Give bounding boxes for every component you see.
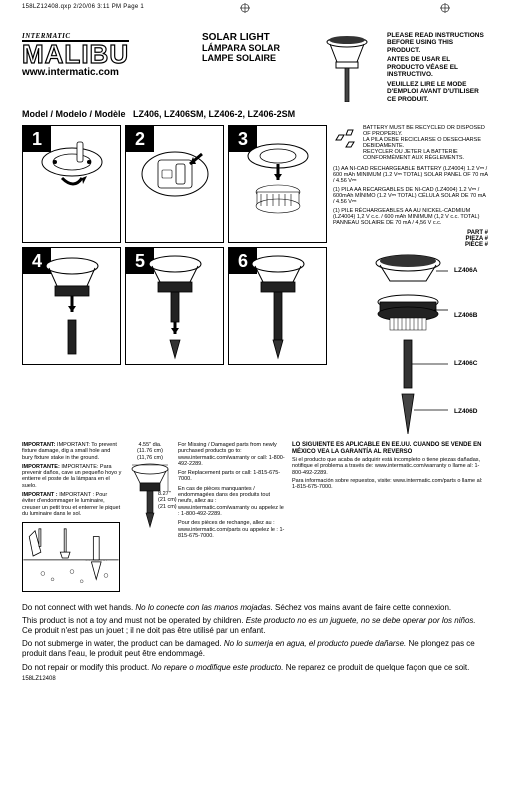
mx-title: LO SIGUIENTE ES APLICABLE EN EE.UU. CUAN… bbox=[292, 442, 488, 455]
warn-water: Do not submerge in water, the product ca… bbox=[22, 639, 488, 658]
recycle-icon bbox=[333, 125, 359, 151]
model-label: Model / Modelo / Modèle bbox=[22, 109, 126, 119]
part-label: LZ406C bbox=[454, 360, 488, 367]
parts-header: PART # PIEZA # PIÈCE # bbox=[333, 230, 488, 248]
step-art-icon bbox=[229, 126, 326, 242]
right-column: BATTERY MUST BE RECYCLED OR DISPOSED OF … bbox=[333, 125, 488, 436]
part-row: LZ406B bbox=[333, 292, 488, 340]
battery-es: (1) PILA AA RECARGABLES DE NI-CAD (LZ400… bbox=[333, 187, 488, 205]
step-6: 6 bbox=[228, 247, 327, 365]
dig-diagram-icon bbox=[22, 522, 120, 592]
brand-url: www.intermatic.com bbox=[22, 67, 192, 78]
recycle-es: LA PILA DEBE RECICLARSE O DESECHARSE DEB… bbox=[363, 137, 488, 149]
brand-block: INTERMATIC MALIBU www.intermatic.com bbox=[22, 32, 192, 78]
model-value: LZ406, LZ406SM, LZ406-2, LZ406-2SM bbox=[133, 109, 295, 119]
header: INTERMATIC MALIBU www.intermatic.com SOL… bbox=[22, 32, 488, 105]
battery-spec: (1) AA NI-CAD RECHARGEABLE BATTERY (LZ40… bbox=[333, 166, 488, 226]
recycle-block: BATTERY MUST BE RECYCLED OR DISPOSED OF … bbox=[333, 125, 488, 161]
title-block: SOLAR LIGHT LÁMPARA SOLAR LAMPE SOLAIRE bbox=[202, 32, 307, 63]
recycle-fr: RECYCLER OU JETER LA BATTERIE CONFORMÉME… bbox=[363, 149, 488, 161]
step-art-icon bbox=[23, 126, 120, 242]
info-replacement-fr: Pour des pièces de rechange, allez au : … bbox=[178, 520, 286, 539]
step-art-icon bbox=[229, 248, 326, 364]
warn-wet: Do not connect with wet hands. No lo con… bbox=[22, 603, 488, 613]
lower-row: IMPORTANT: IMPORTANT: To prevent fixture… bbox=[22, 442, 488, 595]
doc-number: 158LZ12408 bbox=[22, 676, 488, 682]
step-art-icon bbox=[126, 126, 223, 242]
mx-replacement: Para información sobre repuestos, visite… bbox=[292, 478, 488, 491]
footer-warnings: Do not connect with wet hands. No lo con… bbox=[22, 603, 488, 673]
part-row: LZ406D bbox=[333, 388, 488, 436]
step-4: 4 bbox=[22, 247, 121, 365]
mexico-block: LO SIGUIENTE ES APLICABLE EN EE.UU. CUAN… bbox=[292, 442, 488, 595]
dimensions-block: 4.55" dia. (11.76 cm) (11,76 cm) 8.27" (… bbox=[128, 442, 172, 595]
mx-missing: Si el producto que acaba de adquirir est… bbox=[292, 457, 488, 476]
step-art-icon bbox=[126, 248, 223, 364]
part-icon bbox=[368, 253, 448, 289]
part-row: LZ406A bbox=[333, 250, 488, 292]
brand-logo: MALIBU bbox=[22, 40, 129, 66]
part-row: LZ406C bbox=[333, 340, 488, 388]
dim-h-cm2: (21 cm) bbox=[158, 504, 202, 510]
info-block: For Missing / Damaged parts from newly p… bbox=[178, 442, 286, 595]
doc-meta: 158LZ12408.qxp 2/20/06 3:11 PM Page 1 bbox=[22, 4, 144, 10]
title-es: LÁMPARA SOLAR bbox=[202, 43, 307, 53]
step-1: 1 bbox=[22, 125, 121, 243]
warning-block: PLEASE READ INSTRUCTIONS BEFORE USING TH… bbox=[387, 32, 488, 105]
registration-mark-icon bbox=[240, 3, 250, 15]
warn-toy: This product is not a toy and must not b… bbox=[22, 616, 488, 635]
warn-repair: Do not repair or modify this product. No… bbox=[22, 663, 488, 673]
hero-illustration bbox=[317, 32, 377, 102]
part-icon bbox=[368, 388, 448, 436]
warn-en: PLEASE READ INSTRUCTIONS BEFORE USING TH… bbox=[387, 32, 488, 54]
part-label: LZ406A bbox=[454, 267, 488, 274]
main-grid: 1 2 bbox=[22, 125, 488, 436]
model-line: Model / Modelo / Modèle LZ406, LZ406SM, … bbox=[22, 109, 488, 119]
parts-head-fr: PIÈCE # bbox=[333, 242, 488, 248]
recycle-en: BATTERY MUST BE RECYCLED OR DISPOSED OF … bbox=[363, 125, 488, 137]
parts-list: LZ406A LZ406B bbox=[333, 250, 488, 436]
part-icon bbox=[368, 338, 448, 390]
part-label: LZ406B bbox=[454, 312, 488, 319]
title-en: SOLAR LIGHT bbox=[202, 32, 307, 43]
warn-fr: VEUILLEZ LIRE LE MODE D'EMPLOI AVANT D'U… bbox=[387, 81, 488, 103]
info-replacement-en: For Replacement parts or call: 1-815-675… bbox=[178, 470, 286, 483]
step-3: 3 bbox=[228, 125, 327, 243]
step-2: 2 bbox=[125, 125, 224, 243]
step-5: 5 bbox=[125, 247, 224, 365]
registration-mark-icon bbox=[440, 3, 450, 15]
battery-fr: (1) PILE RÉCHARGEABLES AA AU NICKEL-CADM… bbox=[333, 208, 488, 226]
battery-en: (1) AA NI-CAD RECHARGEABLE BATTERY (LZ40… bbox=[333, 166, 488, 184]
step-art-icon bbox=[23, 248, 120, 364]
steps-column: 1 2 bbox=[22, 125, 327, 436]
important-block: IMPORTANT: IMPORTANT: To prevent fixture… bbox=[22, 442, 122, 595]
warn-es: ANTES DE USAR EL PRODUCTO VÉASE EL INSTR… bbox=[387, 56, 488, 78]
title-fr: LAMPE SOLAIRE bbox=[202, 53, 307, 63]
part-icon bbox=[368, 294, 448, 338]
part-label: LZ406D bbox=[454, 408, 488, 415]
info-missing-en: For Missing / Damaged parts from newly p… bbox=[178, 442, 286, 467]
